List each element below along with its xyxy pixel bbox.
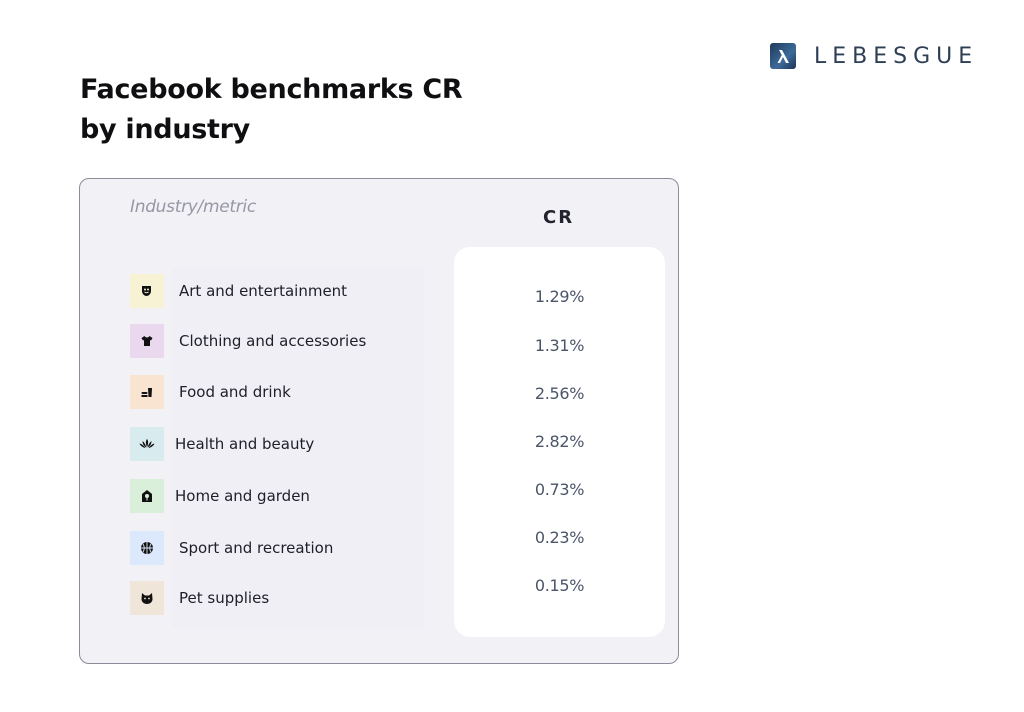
brand-logo: LEBESGUE (770, 43, 978, 69)
table-row: Sport and recreation (130, 531, 333, 565)
table-row: Pet supplies (130, 581, 269, 615)
row-label: Health and beauty (175, 435, 315, 453)
row-label: Clothing and accessories (179, 332, 367, 350)
industry-column-header: Industry/metric (130, 197, 256, 217)
benchmark-table: Industry/metric CR Art and entertainment… (79, 178, 679, 664)
lambda-logo-icon (770, 43, 796, 69)
lotus-icon (130, 427, 164, 461)
cat-face-icon (130, 581, 164, 615)
basketball-icon (130, 531, 164, 565)
page-title: Facebook benchmarks CR by industry (80, 70, 463, 150)
names-column-bg (172, 269, 424, 629)
brand-name: LEBESGUE (814, 43, 979, 69)
cr-column-header: CR (543, 207, 575, 228)
table-row: Clothing and accessories (130, 324, 366, 358)
row-value: 1.31% (534, 336, 585, 355)
burger-drink-icon (130, 375, 164, 409)
row-value: 0.73% (534, 480, 585, 499)
title-line-2: by industry (80, 114, 250, 145)
row-label: Food and drink (179, 383, 291, 401)
table-row: Art and entertainment (130, 274, 347, 308)
row-value: 0.15% (534, 576, 585, 595)
row-label: Sport and recreation (179, 539, 334, 557)
values-column (454, 247, 665, 637)
tshirt-icon (130, 324, 164, 358)
row-value: 1.29% (534, 287, 585, 306)
row-label: Home and garden (175, 487, 310, 505)
row-value: 2.56% (534, 384, 585, 403)
row-value: 0.23% (534, 528, 585, 547)
row-value: 2.82% (534, 432, 585, 451)
theater-mask-icon (130, 274, 164, 308)
title-line-1: Facebook benchmarks CR (80, 74, 463, 105)
table-row: Health and beauty (130, 427, 314, 461)
house-tree-icon (130, 479, 164, 513)
row-label: Art and entertainment (179, 282, 348, 300)
row-label: Pet supplies (179, 589, 270, 607)
table-row: Food and drink (130, 375, 291, 409)
table-row: Home and garden (130, 479, 310, 513)
